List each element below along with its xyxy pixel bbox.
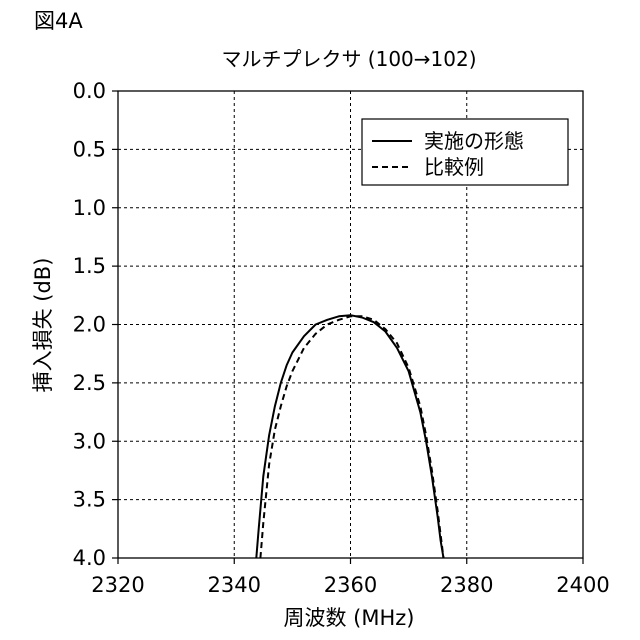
x-tick-label: 2400 (556, 573, 609, 597)
y-tick-label: 4.0 (73, 546, 106, 570)
series-line-embodiment (256, 315, 443, 558)
x-tick-label: 2380 (440, 573, 493, 597)
series-group (256, 315, 443, 558)
x-tick-label: 2320 (91, 573, 144, 597)
y-axis-label: 挿入損失 (dB) (31, 258, 55, 393)
y-tick-label: 0.5 (73, 137, 106, 161)
x-axis-label: 周波数 (MHz) (284, 606, 415, 630)
y-tick-label: 0.0 (73, 79, 106, 103)
y-tick-label: 1.0 (73, 196, 106, 220)
y-tick-label: 3.0 (73, 429, 106, 453)
series-line-comparative (260, 316, 443, 558)
y-tick-label: 3.5 (73, 488, 106, 512)
figure-label: 図4A (34, 9, 83, 33)
legend: 実施の形態 比較例 (362, 119, 568, 185)
x-tick-label: 2360 (324, 573, 377, 597)
y-tick-label: 2.0 (73, 313, 106, 337)
legend-label-comparative: 比較例 (424, 155, 484, 179)
x-tick-label: 2340 (208, 573, 261, 597)
y-tick-label: 2.5 (73, 371, 106, 395)
chart-title: マルチプレクサ (100→102) (221, 47, 476, 71)
legend-label-embodiment: 実施の形態 (424, 129, 524, 153)
y-tick-label: 1.5 (73, 254, 106, 278)
